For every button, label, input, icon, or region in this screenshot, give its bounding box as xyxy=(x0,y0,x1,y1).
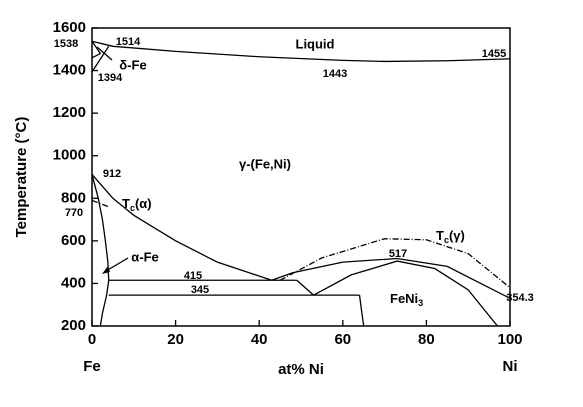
phase-boundary xyxy=(271,257,511,299)
annotation: 1443 xyxy=(323,68,347,80)
x-tick-label: 80 xyxy=(418,331,435,348)
y-tick-label: 600 xyxy=(61,232,86,249)
annotation: Liquid xyxy=(296,36,335,51)
right-element: Ni xyxy=(503,358,518,375)
phase-boundary xyxy=(99,280,110,327)
annotation-base: T xyxy=(436,228,444,243)
annotation: δ-Fe xyxy=(119,57,146,72)
annotation: 517 xyxy=(389,248,407,260)
annotation: Tc(γ) xyxy=(436,228,465,245)
annotation: 354.3 xyxy=(506,292,534,304)
annotation: 1538 xyxy=(54,38,78,50)
annotation: Tc(α) xyxy=(122,196,152,213)
y-axis-label: Temperature (°C) xyxy=(13,117,30,238)
phase-boundary xyxy=(313,260,498,327)
y-tick-label: 800 xyxy=(61,189,86,206)
annotation-sub: c xyxy=(444,235,449,245)
annotation-base: FeNi xyxy=(390,291,418,306)
y-tick-label: 400 xyxy=(61,274,86,291)
phase-boundary xyxy=(91,40,511,63)
annotation: FeNi3 xyxy=(390,291,423,308)
x-tick-label: 60 xyxy=(334,331,351,348)
phase-boundary xyxy=(91,40,102,59)
annotation: 912 xyxy=(103,168,121,180)
annotation-sub: c xyxy=(130,203,135,213)
y-tick-label: 200 xyxy=(61,317,86,334)
y-tick-label: 1200 xyxy=(53,104,86,121)
annotation: 1394 xyxy=(98,72,123,84)
y-tick-label: 1600 xyxy=(53,19,86,36)
annotation: α-Fe xyxy=(131,249,159,264)
annotation: 345 xyxy=(191,284,209,296)
y-tick-label: 1000 xyxy=(53,147,86,164)
x-axis-label: at% Ni xyxy=(278,361,324,378)
phase-boundary xyxy=(358,295,365,327)
phase-boundary xyxy=(91,199,109,208)
phase-boundary xyxy=(91,45,110,73)
phase-boundary xyxy=(91,174,272,281)
annotation-suffix: (γ) xyxy=(449,228,465,243)
phase-boundary xyxy=(91,174,110,281)
annotation-base: T xyxy=(122,196,130,211)
annotation: γ-(Fe,Ni) xyxy=(239,156,291,171)
left-element: Fe xyxy=(83,358,101,375)
annotation: 770 xyxy=(65,207,83,219)
y-tick-label: 1400 xyxy=(53,62,86,79)
phase-boundary xyxy=(296,279,314,296)
x-tick-label: 100 xyxy=(497,331,522,348)
phase-boundary xyxy=(279,238,511,289)
x-tick-label: 20 xyxy=(167,331,184,348)
annotation: 415 xyxy=(184,270,202,282)
x-tick-label: 0 xyxy=(88,331,96,348)
annotation-suffix: (α) xyxy=(135,196,152,211)
x-tick-label: 40 xyxy=(251,331,268,348)
annotation: 1514 xyxy=(116,36,141,48)
annotation: 1455 xyxy=(482,48,506,60)
annotation-sub: 3 xyxy=(418,298,423,308)
plot-frame xyxy=(91,27,511,327)
arrow xyxy=(105,257,129,272)
